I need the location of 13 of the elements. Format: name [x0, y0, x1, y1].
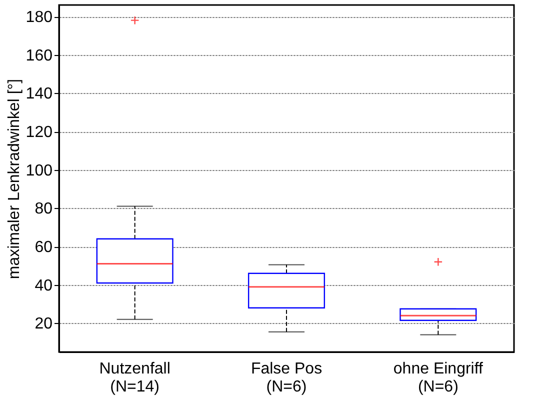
- y-tick-label: 100: [26, 162, 53, 180]
- y-tick-label: 180: [26, 9, 53, 26]
- x-tick-label: Nutzenfall (N=14): [99, 360, 170, 396]
- x-tick-label: False Pos (N=6): [250, 360, 322, 396]
- y-tick-label: 120: [26, 124, 53, 142]
- y-tick-label: 160: [26, 47, 53, 64]
- y-tick-label: 40: [34, 277, 53, 294]
- y-tick-label: 20: [34, 316, 53, 333]
- x-tick-label: ohne Eingriff (N=6): [393, 360, 484, 396]
- y-tick-label: 140: [26, 86, 53, 103]
- y-tick-label: 60: [34, 239, 53, 256]
- y-tick-label: 80: [34, 200, 53, 218]
- y-axis-title: maximaler Lenkradwinkel [°]: [6, 78, 23, 280]
